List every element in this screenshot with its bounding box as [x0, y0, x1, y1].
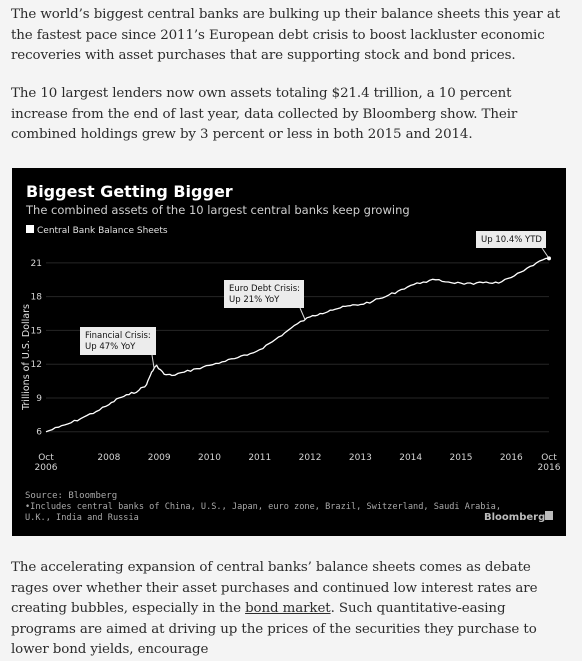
x-tick-label: 2013 — [349, 453, 372, 463]
y-tick-label: 6 — [36, 428, 42, 438]
latest-point — [547, 256, 551, 261]
chart-source: Source: Bloomberg — [25, 491, 117, 501]
paragraph-3-text-before: The accelerating expansion of central ba… — [11, 560, 538, 616]
chart-footnote-line-2: U.K., India and Russia — [25, 513, 139, 523]
x-tick-label: 2016 — [500, 453, 523, 463]
chart-canvas: Biggest Getting Bigger The combined asse… — [21, 182, 561, 523]
series-line-balance-sheets — [45, 257, 549, 433]
y-axis-label: Trillions of U.S. Dollars — [21, 304, 32, 411]
legend-label: Central Bank Balance Sheets — [37, 226, 168, 236]
chart-figure: Biggest Getting Bigger The combined asse… — [12, 168, 566, 536]
chart-footnote-line-1: •Includes central banks of China, U.S., … — [25, 502, 501, 512]
x-tick-label: 2010 — [198, 453, 221, 463]
annotation-leader — [151, 354, 155, 369]
chart-title: Biggest Getting Bigger — [26, 182, 233, 201]
y-tick-label: 18 — [31, 293, 43, 303]
bond-market-link[interactable]: bond market — [245, 601, 331, 616]
y-tick-label: 15 — [31, 326, 42, 336]
annotation-box — [224, 280, 304, 308]
x-tick-label: 2014 — [399, 453, 422, 463]
x-tick-label: 2012 — [299, 453, 322, 463]
annotation-box — [80, 327, 156, 355]
annotation-leader — [299, 307, 306, 320]
x-tick-label: Oct — [541, 453, 557, 463]
x-tick-label: 2015 — [450, 453, 473, 463]
bloomberg-logo-icon — [545, 511, 553, 520]
x-tick-label: 2008 — [97, 453, 120, 463]
annotation-text: Euro Debt Crisis: — [229, 284, 300, 294]
x-tick-label: 2009 — [148, 453, 171, 463]
annotation-text: Up 47% YoY — [85, 342, 136, 352]
paragraph-2: The 10 largest lenders now own assets to… — [11, 86, 518, 142]
legend-swatch — [26, 225, 34, 233]
annotation-box — [476, 231, 546, 248]
chart-subtitle: The combined assets of the 10 largest ce… — [25, 203, 410, 217]
y-tick-label: 12 — [31, 360, 42, 370]
annotation-text: Financial Crisis: — [85, 331, 151, 341]
x-tick-label: Oct — [38, 453, 54, 463]
y-tick-label: 21 — [31, 259, 42, 269]
bloomberg-logo-text: Bloomberg — [484, 512, 545, 523]
x-tick-label-year: 2016 — [538, 463, 561, 473]
y-tick-label: 9 — [36, 394, 42, 404]
annotation-leader — [541, 247, 550, 259]
annotation-text: Up 21% YoY — [229, 295, 280, 305]
x-tick-label: 2011 — [248, 453, 271, 463]
annotations: Financial Crisis:Up 47% YoY Euro Debt Cri… — [80, 231, 551, 369]
paragraph-3: The accelerating expansion of central ba… — [11, 558, 571, 661]
paragraph-1: The world’s biggest central banks are bu… — [11, 7, 561, 63]
annotation-text: Up 10.4% YTD — [481, 235, 542, 245]
y-tick-labels: 6 9 12 15 18 21 — [31, 259, 43, 438]
x-tick-label-year: 2006 — [35, 463, 58, 473]
